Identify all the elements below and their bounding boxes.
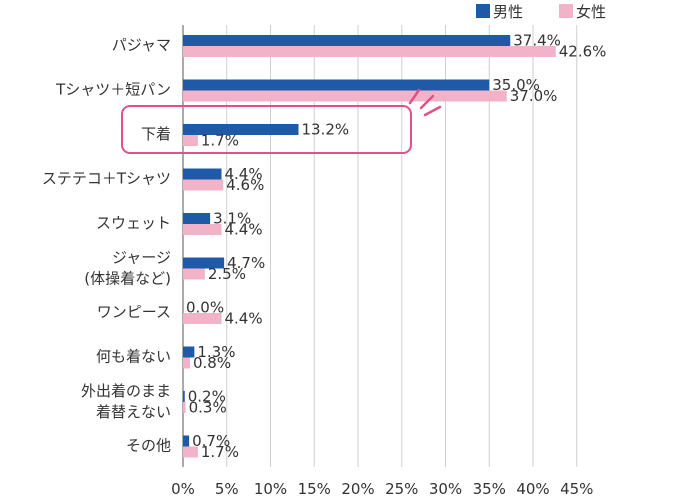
x-tick-label: 0% — [171, 480, 195, 498]
legend-swatch-female — [559, 4, 573, 18]
bar-male — [183, 79, 490, 91]
value-label-male: 4.4% — [225, 165, 263, 183]
value-label-male: 4.7% — [227, 254, 265, 272]
category-label: 下着 — [141, 125, 171, 143]
value-label-female: 42.6% — [559, 43, 607, 61]
bar-female — [183, 446, 198, 458]
bar-female — [183, 357, 190, 369]
category-label: スウェット — [96, 214, 171, 232]
value-label-female: 1.7% — [201, 132, 239, 150]
bar-female — [183, 46, 556, 57]
x-tick-labels: 0% 5% 10% 15% 20% 25% 30% 35% 40% 45% — [171, 480, 593, 498]
bar-female — [183, 224, 222, 235]
value-label-male: 1.3% — [197, 343, 235, 361]
x-tick-label: 15% — [298, 480, 331, 498]
value-label-male: 35.0% — [492, 76, 540, 94]
legend: 男性 女性 — [476, 3, 606, 21]
bar-male — [183, 435, 190, 447]
value-label-female: 37.0% — [510, 87, 558, 105]
highlight-box — [121, 105, 412, 154]
bar-male — [183, 124, 299, 135]
x-tick-label: 35% — [473, 480, 506, 498]
value-label-male: 13.2% — [302, 121, 350, 139]
value-label-female: 4.4% — [225, 310, 263, 328]
category-label: ステテコ＋Tシャツ — [42, 170, 171, 188]
bar-male — [183, 35, 511, 46]
legend-swatch-male — [476, 4, 490, 18]
bar-group — [183, 35, 556, 458]
value-label-female: 0.3% — [189, 399, 227, 417]
bar-female — [183, 135, 198, 146]
bar-female — [183, 268, 205, 280]
highlight-callout — [121, 88, 442, 154]
bar-male — [183, 168, 222, 180]
x-tick-label: 25% — [385, 480, 418, 498]
value-label-female: 0.8% — [193, 354, 231, 372]
value-label-female: 4.6% — [226, 176, 264, 194]
value-label-male: 0.7% — [192, 432, 230, 450]
x-tick-label: 20% — [341, 480, 374, 498]
category-label: パジャマ — [112, 36, 171, 54]
emphasis-marks — [408, 88, 442, 117]
category-label: (体操着など) — [84, 270, 171, 288]
category-label: 何も着ない — [96, 348, 171, 366]
x-tick-label: 45% — [560, 480, 593, 498]
x-tick-label: 10% — [254, 480, 287, 498]
bar-male — [183, 257, 225, 269]
bar-female — [183, 313, 222, 324]
value-label-female: 1.7% — [201, 443, 239, 461]
category-label: ジャージ — [112, 249, 171, 267]
x-tick-label: 5% — [215, 480, 239, 498]
bar-female — [183, 402, 186, 413]
bar-female — [183, 179, 224, 191]
value-label-male: 37.4% — [513, 32, 561, 50]
value-label-male: 0.2% — [188, 388, 226, 406]
bar-male — [183, 391, 185, 402]
x-tick-label: 40% — [516, 480, 549, 498]
bar-male — [183, 346, 195, 358]
category-label: 外出着のまま — [81, 382, 171, 400]
x-tick-label: 30% — [429, 480, 462, 498]
value-label-male: 0.0% — [186, 299, 224, 317]
bar-male — [183, 213, 211, 224]
category-label: その他 — [126, 437, 171, 455]
category-label: Tシャツ＋短パン — [55, 81, 171, 99]
legend-label-male: 男性 — [493, 3, 523, 21]
bar-female — [183, 90, 507, 102]
category-label: 着替えない — [96, 403, 171, 421]
value-label-male: 3.1% — [213, 210, 251, 228]
category-label: ワンピース — [97, 303, 171, 321]
value-labels: 37.4%42.6%35.0%37.0%13.2%1.7%4.4%4.6%3.1… — [186, 32, 606, 462]
value-label-female: 4.4% — [225, 221, 263, 239]
value-label-female: 2.5% — [208, 265, 246, 283]
legend-label-female: 女性 — [576, 3, 606, 21]
